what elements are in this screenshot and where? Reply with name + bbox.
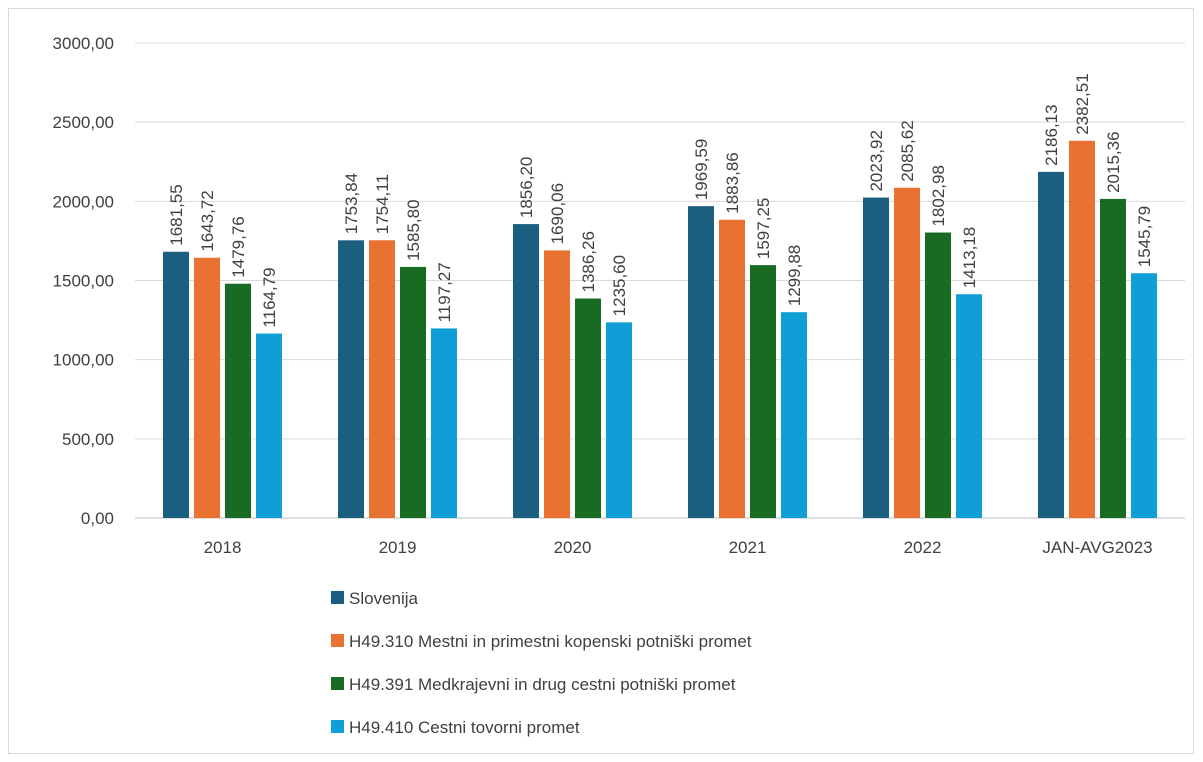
bar <box>894 187 920 518</box>
data-label: 2186,13 <box>1042 104 1061 165</box>
bar <box>750 265 776 518</box>
y-tick-label: 3000,00 <box>53 34 114 53</box>
legend: Slovenija H49.310 Mestni in primestni kop… <box>331 589 752 737</box>
bar <box>513 224 539 518</box>
bar <box>194 257 220 518</box>
data-label: 1753,84 <box>342 173 361 234</box>
bar <box>1038 171 1064 519</box>
bar <box>719 219 745 518</box>
data-label: 1969,59 <box>692 139 711 200</box>
bar <box>225 283 251 518</box>
data-label: 1690,06 <box>548 183 567 244</box>
bar <box>544 250 570 518</box>
data-label: 1856,20 <box>517 157 536 218</box>
x-tick-label: 2022 <box>904 538 942 557</box>
data-label: 1597,25 <box>754 198 773 259</box>
data-label: 1235,60 <box>610 255 629 316</box>
y-axis-tick-labels: 0,00 500,00 1000,00 1500,00 2000,00 2500,00 30… <box>53 34 114 528</box>
bar <box>338 240 364 519</box>
bars <box>163 140 1157 519</box>
data-label: 1802,98 <box>929 165 948 226</box>
bar <box>863 197 889 518</box>
x-tick-label: 2021 <box>729 538 767 557</box>
bar <box>1100 198 1126 518</box>
data-label: 2085,62 <box>898 120 917 181</box>
legend-swatch <box>331 720 344 733</box>
gridlines <box>135 42 1185 519</box>
x-tick-label: 2019 <box>379 538 417 557</box>
data-label: 1754,11 <box>373 174 392 234</box>
bar <box>163 251 189 518</box>
bar <box>781 312 807 518</box>
y-tick-label: 0,00 <box>81 509 114 528</box>
legend-label: H49.310 Mestni in primestni kopenski pot… <box>349 632 752 651</box>
legend-swatch <box>331 677 344 690</box>
legend-swatch <box>331 591 344 604</box>
bar <box>431 328 457 518</box>
data-labels: 1681,55 1643,72 1479,76 1164,79 1753,84 1754,… <box>167 73 1154 327</box>
data-label: 1386,26 <box>579 231 598 292</box>
bar <box>400 266 426 518</box>
x-axis-tick-labels: 2018 2019 2020 2021 2022 JAN-AVG2023 <box>204 538 1153 557</box>
bar <box>369 240 395 518</box>
data-label: 1299,88 <box>785 245 804 306</box>
legend-label: H49.410 Cestni tovorni promet <box>349 718 580 737</box>
data-label: 1585,80 <box>404 199 423 260</box>
bar <box>1131 273 1157 518</box>
data-label: 1164,79 <box>260 267 279 327</box>
bar <box>1069 140 1095 518</box>
legend-label: H49.391 Medkrajevni in drug cestni potni… <box>349 675 736 694</box>
y-tick-label: 2000,00 <box>53 192 114 211</box>
x-tick-label: JAN-AVG2023 <box>1042 538 1152 557</box>
data-label: 1413,18 <box>960 227 979 288</box>
data-label: 1479,76 <box>229 216 248 277</box>
legend-label: Slovenija <box>349 589 419 608</box>
data-label: 1197,27 <box>435 262 454 322</box>
data-label: 2023,92 <box>867 130 886 191</box>
data-label: 1643,72 <box>198 190 217 251</box>
bar <box>256 333 282 518</box>
bar <box>575 298 601 518</box>
data-label: 1681,55 <box>167 184 186 245</box>
bar <box>606 322 632 518</box>
bar <box>956 294 982 518</box>
bar <box>925 232 951 518</box>
data-label: 1545,79 <box>1135 206 1154 267</box>
data-label: 2015,36 <box>1104 131 1123 192</box>
y-tick-label: 1000,00 <box>53 351 114 370</box>
bar <box>688 206 714 518</box>
y-tick-label: 1500,00 <box>53 272 114 291</box>
y-tick-label: 2500,00 <box>53 113 114 132</box>
legend-swatch <box>331 634 344 647</box>
x-tick-label: 2018 <box>204 538 242 557</box>
data-label: 1883,86 <box>723 152 742 213</box>
y-tick-label: 500,00 <box>62 430 114 449</box>
x-tick-label: 2020 <box>554 538 592 557</box>
data-label: 2382,51 <box>1073 73 1092 134</box>
